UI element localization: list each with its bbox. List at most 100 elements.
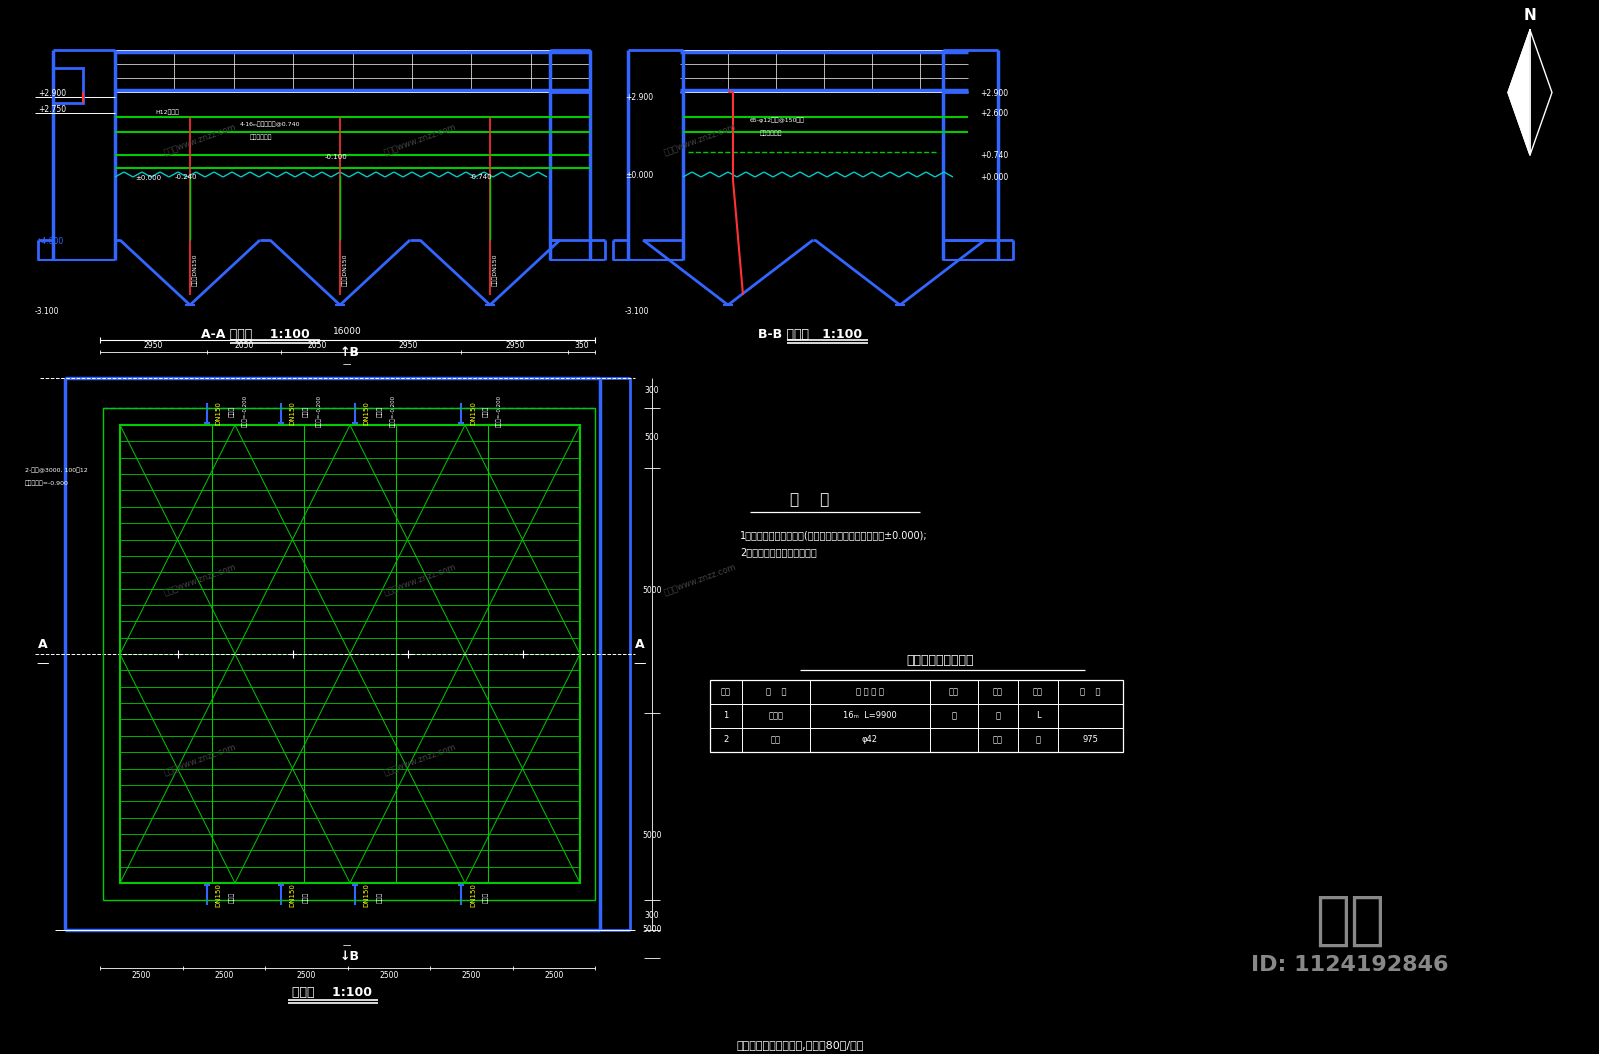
Text: 知未: 知未 <box>1314 892 1385 949</box>
Text: 2: 2 <box>723 736 729 744</box>
Text: DN150: DN150 <box>470 883 477 906</box>
Text: DN150: DN150 <box>289 402 296 425</box>
Text: 2500: 2500 <box>544 972 563 980</box>
Text: A: A <box>635 638 644 650</box>
Text: 排水管: 排水管 <box>302 892 309 902</box>
Text: 上表面标高=-0.900: 上表面标高=-0.900 <box>26 481 69 486</box>
Text: 中心距=-0.200: 中心距=-0.200 <box>390 395 395 427</box>
Text: -3.100: -3.100 <box>35 308 59 316</box>
Text: 2500: 2500 <box>379 972 398 980</box>
Text: DN150: DN150 <box>363 883 369 906</box>
Text: DN150: DN150 <box>289 883 296 906</box>
Text: N: N <box>1524 7 1537 22</box>
Text: 知未网www.znzz.com: 知未网www.znzz.com <box>163 743 238 777</box>
Text: DN150: DN150 <box>216 402 222 425</box>
Text: 水标尺: 水标尺 <box>769 711 784 721</box>
Bar <box>120 425 580 883</box>
Text: 排水管: 排水管 <box>377 892 382 902</box>
Text: 根: 根 <box>996 711 1001 721</box>
Text: -3.100: -3.100 <box>625 308 649 316</box>
Text: 知未网www.znzz.com: 知未网www.znzz.com <box>662 563 737 598</box>
Text: 1、本图尺寸单位为毫米(以池底厂房成地面标高为基准±0.000);: 1、本图尺寸单位为毫米(以池底厂房成地面标高为基准±0.000); <box>740 530 927 540</box>
Polygon shape <box>1530 30 1553 155</box>
Text: 2050: 2050 <box>309 340 328 350</box>
Text: 知未网www.znzz.com: 知未网www.znzz.com <box>662 122 737 157</box>
Text: 说    明: 说 明 <box>790 492 830 507</box>
Text: +0.000: +0.000 <box>980 174 1009 182</box>
Text: 数量: 数量 <box>1033 687 1043 697</box>
Bar <box>53 69 83 103</box>
Text: 流等管DN150: 流等管DN150 <box>192 254 198 287</box>
Text: 排水管: 排水管 <box>483 406 489 416</box>
Text: —: — <box>342 941 352 951</box>
Text: 975: 975 <box>1083 736 1099 744</box>
Text: -0.740: -0.740 <box>470 174 492 180</box>
Text: —: — <box>633 658 646 670</box>
Text: 知未网www.znzz.com: 知未网www.znzz.com <box>382 743 457 777</box>
Text: 中心距=-0.200: 中心距=-0.200 <box>241 395 248 427</box>
Text: +2.900: +2.900 <box>625 93 652 101</box>
Text: 2500: 2500 <box>296 972 317 980</box>
Text: 材料: 材料 <box>948 687 959 697</box>
Text: -0.240: -0.240 <box>174 174 198 180</box>
Text: 5000: 5000 <box>643 831 662 840</box>
Text: —: — <box>342 360 352 370</box>
Text: 知未网www.znzz.com: 知未网www.znzz.com <box>163 122 238 157</box>
Text: 排水管: 排水管 <box>229 892 235 902</box>
Text: 2500: 2500 <box>462 972 481 980</box>
Text: 300: 300 <box>644 911 659 919</box>
Text: 排水管: 排水管 <box>302 406 309 416</box>
Text: L: L <box>1036 711 1041 721</box>
Text: A: A <box>38 638 48 650</box>
Text: 备    注: 备 注 <box>1081 687 1100 697</box>
Text: DN150: DN150 <box>216 883 222 906</box>
Text: +2.600: +2.600 <box>980 109 1007 117</box>
Text: ↓B: ↓B <box>341 950 360 962</box>
Text: 2950: 2950 <box>398 340 417 350</box>
Text: 锁: 锁 <box>951 711 956 721</box>
Text: 2、水格栅参数设计另说明。: 2、水格栅参数设计另说明。 <box>740 547 817 557</box>
Text: DN150: DN150 <box>470 402 477 425</box>
Text: 钙稌: 钙稌 <box>993 736 1003 744</box>
Text: 型 号 规 格: 型 号 规 格 <box>855 687 884 697</box>
Text: 4-16ₘ工字钉展开@0.740: 4-16ₘ工字钉展开@0.740 <box>240 121 301 126</box>
Text: 2500: 2500 <box>214 972 233 980</box>
Text: +0.740: +0.740 <box>980 151 1009 159</box>
Text: +2.900: +2.900 <box>980 90 1007 98</box>
Text: ↑B: ↑B <box>341 346 360 358</box>
Text: +2.900: +2.900 <box>38 89 66 98</box>
Text: 中心距=-0.200: 中心距=-0.200 <box>497 395 502 427</box>
Text: 1: 1 <box>723 711 729 721</box>
Text: 2050: 2050 <box>233 340 254 350</box>
Text: 流等管DN150: 流等管DN150 <box>492 254 497 287</box>
Bar <box>710 680 1122 752</box>
Text: 2950: 2950 <box>505 340 524 350</box>
Text: 主要设备材料一览表: 主要设备材料一览表 <box>907 653 974 666</box>
Text: 5000: 5000 <box>643 924 662 934</box>
Text: 序号: 序号 <box>721 687 731 697</box>
Text: H12轻满板: H12轻满板 <box>155 110 179 115</box>
Text: 电镀茄水斜板沉淠池图,处理量80吨/小时: 电镀茄水斜板沉淠池图,处理量80吨/小时 <box>736 1040 863 1050</box>
Text: 米: 米 <box>1036 736 1041 744</box>
Text: 单位: 单位 <box>993 687 1003 697</box>
Text: —: — <box>37 658 50 670</box>
Text: B-B 剑面图   1:100: B-B 剑面图 1:100 <box>758 329 862 341</box>
Text: 排水管: 排水管 <box>377 406 382 416</box>
Text: 流等管DN150: 流等管DN150 <box>342 254 349 287</box>
Text: 知未网www.znzz.com: 知未网www.znzz.com <box>382 563 457 598</box>
Text: 2500: 2500 <box>131 972 150 980</box>
Text: 排水管: 排水管 <box>229 406 235 416</box>
Text: 配合小邻板水: 配合小邻板水 <box>249 134 272 140</box>
Text: 350: 350 <box>574 340 588 350</box>
Text: ±0.000: ±0.000 <box>134 175 161 181</box>
Text: 平面图    1:100: 平面图 1:100 <box>293 987 373 999</box>
Text: 排水管: 排水管 <box>483 892 489 902</box>
Text: 5000: 5000 <box>643 586 662 596</box>
Text: 300: 300 <box>644 386 659 395</box>
Text: DN150: DN150 <box>363 402 369 425</box>
Text: ±0.000: ±0.000 <box>625 171 654 179</box>
Text: +4.000: +4.000 <box>35 237 64 247</box>
Text: 2950: 2950 <box>144 340 163 350</box>
Text: 16ₘ  L=9900: 16ₘ L=9900 <box>843 711 897 721</box>
Text: -0.100: -0.100 <box>325 154 347 160</box>
